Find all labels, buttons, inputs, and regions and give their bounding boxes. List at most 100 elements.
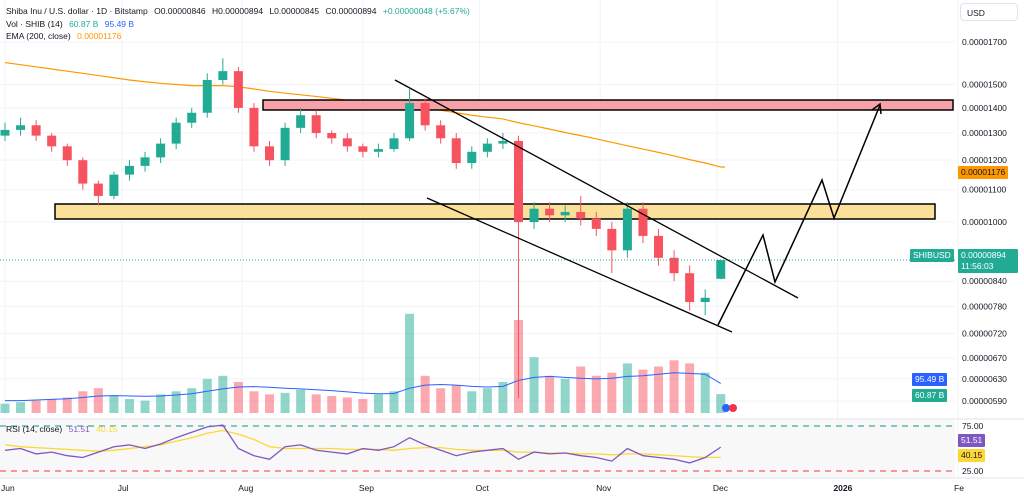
- last-price-badge: 0.00000894 11:56:03: [958, 249, 1018, 273]
- volume-bar: [202, 378, 212, 413]
- channel-lower-line[interactable]: [426, 197, 733, 333]
- currency-button[interactable]: USD: [960, 3, 1018, 21]
- volume-bar: [0, 403, 10, 413]
- candle-body: [93, 183, 103, 196]
- volume-bar: [405, 313, 415, 413]
- candle-body: [327, 133, 337, 139]
- candle-body: [560, 212, 570, 216]
- volume-bar: [436, 388, 446, 413]
- event-icon[interactable]: [729, 404, 737, 412]
- ema-price-badge: 0.00001176: [958, 166, 1009, 179]
- rsi-tick-label: 25.00: [962, 466, 984, 476]
- price-tick-label: 0.00000630: [962, 374, 1007, 384]
- volume-bar: [716, 394, 726, 413]
- support-zone[interactable]: [54, 203, 936, 220]
- ema-legend: EMA (200, close) 0.00001176: [6, 31, 125, 41]
- candle-body: [187, 112, 197, 123]
- high-value: H0.00000894: [212, 6, 264, 16]
- ema-label[interactable]: EMA (200, close): [6, 31, 71, 41]
- ema-value: 0.00001176: [77, 31, 122, 41]
- candle-body: [265, 146, 275, 161]
- candles: [0, 58, 726, 399]
- volume-bar: [451, 385, 461, 413]
- rsi-label[interactable]: RSI (14, close): [6, 424, 63, 434]
- volume-bar: [607, 372, 617, 413]
- volume-bar: [685, 363, 695, 413]
- volume-bar: [31, 400, 41, 413]
- volume-bar: [62, 397, 72, 413]
- candle-body: [358, 146, 368, 152]
- projection-path[interactable]: [717, 104, 881, 326]
- low-value: L0.00000845: [269, 6, 320, 16]
- rsi-value: 51.51: [68, 424, 90, 434]
- volume-bar: [482, 388, 492, 413]
- candle-body: [16, 125, 26, 130]
- price-tick-label: 0.00001100: [962, 185, 1007, 195]
- candle-body: [576, 212, 586, 219]
- candle-body: [280, 127, 290, 161]
- candle-body: [545, 208, 555, 216]
- channel-upper-line[interactable]: [394, 79, 799, 299]
- volume-bar: [280, 392, 290, 413]
- price-tick-label: 0.00001300: [962, 128, 1007, 138]
- candle-body: [716, 260, 726, 279]
- volume-label[interactable]: Vol · SHIB (14): [6, 19, 63, 29]
- candle-body: [109, 174, 119, 196]
- volume-bar: [124, 399, 134, 413]
- candle-body: [249, 107, 259, 147]
- candle-body: [342, 138, 352, 147]
- bar-countdown: 11:56:03: [961, 261, 994, 271]
- last-price: 0.00000894: [961, 250, 1006, 260]
- candle-body: [482, 143, 492, 152]
- candle-body: [638, 208, 648, 236]
- price-tick-label: 0.00001400: [962, 103, 1007, 113]
- symbol-legend: Shiba Inu / U.S. dollar · 1D · Bitstamp …: [6, 6, 474, 16]
- candle-body: [420, 103, 430, 126]
- candle-body: [296, 115, 306, 128]
- volume-bar: [373, 394, 383, 413]
- volume-bar: [498, 382, 508, 413]
- grid: [0, 0, 959, 478]
- time-tick-label: Oct: [476, 483, 490, 493]
- rsi-pane: [0, 420, 955, 478]
- rsi-ma-line: [4, 429, 721, 459]
- close-value: C0.00000894: [325, 6, 377, 16]
- price-tick-label: 0.00000670: [962, 353, 1007, 363]
- candle-body: [171, 122, 181, 144]
- volume-bar: [265, 394, 275, 413]
- candle-body: [513, 140, 523, 223]
- candle-body: [451, 138, 461, 164]
- price-tick-label: 0.00001700: [962, 37, 1007, 47]
- price-tick-label: 0.00000720: [962, 329, 1007, 339]
- volume-bar: [389, 391, 399, 413]
- candle-body: [685, 273, 695, 303]
- candle-body: [607, 228, 617, 251]
- time-tick-label: Sep: [359, 483, 374, 493]
- candle-body: [233, 71, 243, 108]
- candle-body: [373, 149, 383, 152]
- price-tick-label: 0.00000840: [962, 276, 1007, 286]
- volume-bar: [654, 366, 664, 413]
- volume-badge: 60.87 B: [912, 389, 948, 402]
- rsi-ma-value: 40.15: [96, 424, 118, 434]
- volume-bar: [187, 388, 197, 413]
- volume-ma-line: [5, 372, 722, 402]
- candle-body: [669, 257, 679, 274]
- candle-body: [467, 151, 477, 164]
- time-tick-label: Dec: [713, 483, 729, 493]
- volume-bar: [560, 378, 570, 413]
- rsi-tick-label: 75.00: [962, 421, 984, 431]
- volume-bar: [16, 402, 26, 413]
- volume-ma-value: 95.49 B: [104, 19, 135, 29]
- rsi-legend: RSI (14, close) 51.51 40.15: [6, 424, 122, 434]
- us-flag-event-icon[interactable]: [722, 404, 730, 412]
- symbol-line[interactable]: Shiba Inu / U.S. dollar · 1D · Bitstamp: [6, 6, 148, 16]
- volume-bar: [47, 399, 57, 413]
- resistance-zone[interactable]: [262, 99, 954, 111]
- candle-body: [591, 218, 601, 229]
- time-tick-label: Aug: [238, 483, 253, 493]
- candle-body: [156, 143, 166, 158]
- rsi-ma-badge: 40.15: [958, 449, 986, 462]
- candle-body: [0, 129, 10, 136]
